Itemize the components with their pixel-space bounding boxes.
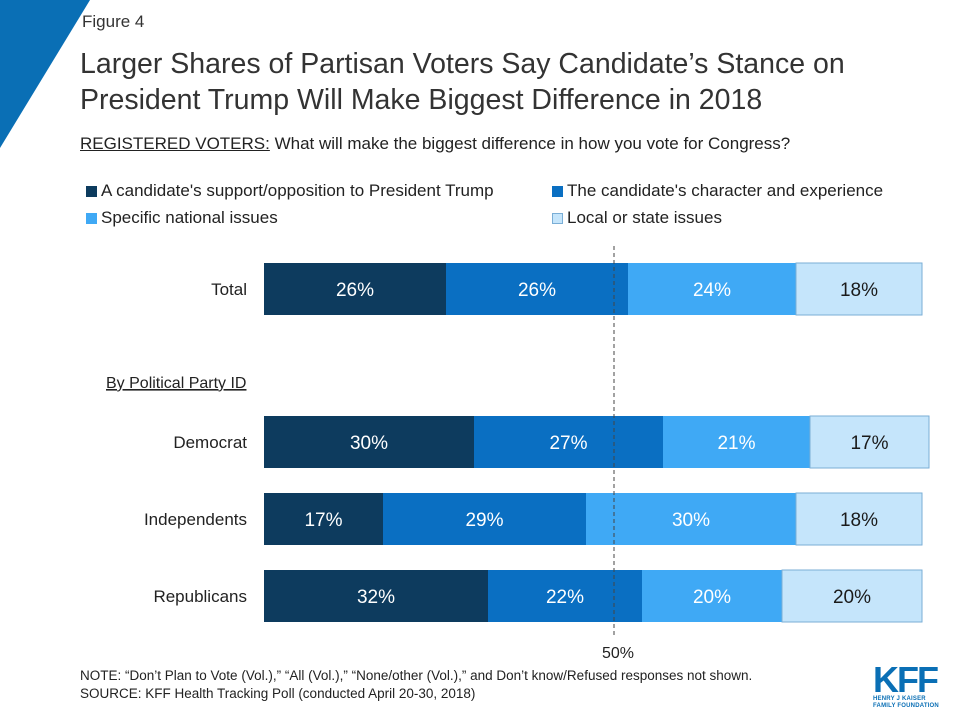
data-label-republicans-national: 20% — [693, 587, 731, 608]
legend-swatch-local — [552, 212, 563, 224]
bar-independents-national — [586, 493, 796, 545]
bar-independents-local — [795, 492, 923, 546]
bar-total-local — [795, 262, 923, 316]
kff-logo: KFF HENRY J KAISER FAMILY FOUNDATION — [873, 659, 948, 710]
legend-swatch-national — [86, 212, 97, 224]
bar-democrat-character — [474, 416, 663, 468]
data-label-democrat-national: 21% — [717, 433, 755, 454]
bar-total-national — [628, 263, 796, 315]
bar-republicans-local — [781, 569, 923, 623]
data-label-total-trump: 26% — [336, 280, 374, 301]
bar-republicans-national — [642, 570, 782, 622]
bar-democrat-national — [663, 416, 810, 468]
legend-swatch-trump — [86, 185, 97, 197]
note-text: NOTE: “Don’t Plan to Vote (Vol.),” “All … — [80, 668, 753, 683]
legend-item-character: The candidate's character and experience — [552, 181, 883, 201]
legend-item-trump: A candidate's support/opposition to Pres… — [86, 181, 494, 201]
group-label: By Political Party ID — [106, 375, 246, 392]
bar-democrat-trump — [264, 416, 474, 468]
legend-label-character: The candidate's character and experience — [567, 181, 884, 200]
data-label-independents-national: 30% — [672, 510, 710, 531]
figure-label: Figure 4 — [82, 12, 145, 31]
subtitle-question: What will make the biggest difference in… — [269, 134, 791, 153]
legend-label-national: Specific national issues — [101, 208, 278, 227]
bar-democrat-local — [809, 415, 930, 469]
category-label-democrat: Democrat — [173, 433, 247, 452]
data-label-independents-local: 18% — [840, 510, 878, 531]
subtitle-prefix: REGISTERED VOTERS: — [80, 134, 270, 153]
chart-subtitle: REGISTERED VOTERS: What will make the bi… — [80, 134, 790, 154]
category-label-independents: Independents — [144, 510, 247, 529]
bar-independents-trump — [264, 493, 383, 545]
data-label-total-national: 24% — [693, 280, 731, 301]
legend-label-trump: A candidate's support/opposition to Pres… — [101, 181, 494, 200]
corner-accent — [0, 0, 90, 148]
reference-line-label: 50% — [602, 645, 634, 662]
category-label-republicans: Republicans — [153, 587, 247, 606]
data-label-total-local: 18% — [840, 280, 878, 301]
logo-tagline-line2: FAMILY FOUNDATION — [873, 703, 939, 709]
bar-total-trump — [264, 263, 446, 315]
bar-republicans-character — [488, 570, 642, 622]
bar-republicans-trump — [264, 570, 488, 622]
data-label-independents-trump: 17% — [304, 510, 342, 531]
legend-label-local: Local or state issues — [567, 208, 722, 227]
bar-total-character — [446, 263, 628, 315]
data-label-independents-character: 29% — [465, 510, 503, 531]
logo-tagline-line1: HENRY J KAISER — [873, 696, 926, 702]
chart-title: Larger Shares of Partisan Voters Say Can… — [80, 48, 845, 116]
data-label-republicans-character: 22% — [546, 587, 584, 608]
logo-tagline: HENRY J KAISER FAMILY FOUNDATION — [873, 696, 948, 710]
category-label-total: Total — [211, 280, 247, 299]
source-text: SOURCE: KFF Health Tracking Poll (conduc… — [80, 686, 476, 701]
bar-independents-character — [383, 493, 586, 545]
legend-swatch-character — [552, 185, 563, 197]
data-label-republicans-local: 20% — [833, 587, 871, 608]
data-label-total-character: 26% — [518, 280, 556, 301]
data-label-democrat-trump: 30% — [350, 433, 388, 454]
data-label-democrat-character: 27% — [549, 433, 587, 454]
data-label-democrat-local: 17% — [850, 433, 888, 454]
logo-wordmark: KFF — [873, 659, 939, 700]
data-label-republicans-trump: 32% — [357, 587, 395, 608]
legend-item-national: Specific national issues — [86, 208, 278, 228]
footnote: NOTE: “Don’t Plan to Vote (Vol.),” “All … — [80, 667, 752, 703]
legend-item-local: Local or state issues — [552, 208, 722, 228]
